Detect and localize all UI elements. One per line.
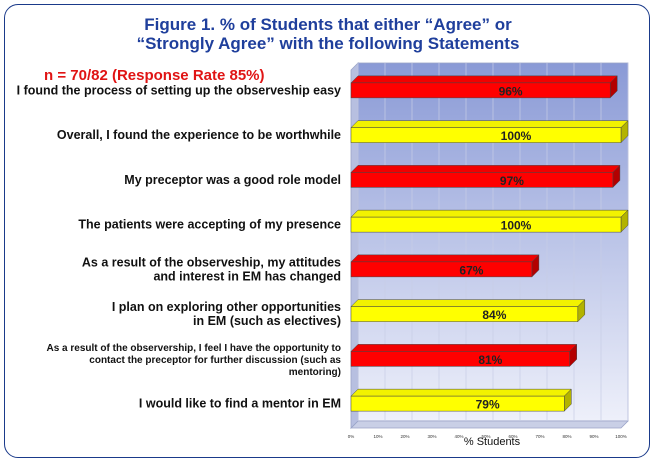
x-tick-label: 60% (508, 434, 517, 439)
bar (350, 351, 570, 367)
bar-chart: 96% I found the process of setting up the… (17, 62, 629, 448)
category-label: contact the preceptor for further discus… (89, 355, 341, 366)
x-tick-label: 30% (427, 434, 436, 439)
x-tick-label: 10% (373, 434, 382, 439)
bar (350, 82, 611, 99)
chart-title-line-1: Figure 1. % of Students that either “Agr… (144, 15, 512, 34)
x-tick-label: 80% (562, 434, 571, 439)
bar-top (350, 299, 586, 307)
bar (350, 216, 622, 233)
category-label: The patients were accepting of my presen… (78, 218, 341, 232)
x-axis-title: % Students (464, 436, 521, 448)
x-tick-label: 100% (615, 434, 627, 439)
response-rate-subtitle: n = 70/82 (Response Rate 85%) (44, 67, 265, 84)
bar-value-label: 81% (478, 353, 502, 367)
category-label: mentoring) (289, 367, 341, 378)
bar (350, 395, 565, 412)
x-tick-label: 20% (400, 434, 409, 439)
bar-value-label: 84% (482, 308, 506, 322)
category-label: I found the process of setting up the ob… (17, 83, 341, 97)
bar-value-label: 79% (476, 398, 500, 412)
category-label: I would like to find a mentor in EM (139, 397, 341, 411)
x-tick-label: 90% (589, 434, 598, 439)
category-label: As a result of the observeship, my attit… (82, 255, 341, 269)
bar-top (350, 388, 572, 397)
x-tick-label: 70% (535, 434, 544, 439)
bar-value-label: 100% (501, 219, 532, 233)
bar (350, 172, 614, 188)
category-label: I plan on exploring other opportunities (112, 300, 341, 314)
bar-top (350, 344, 578, 352)
plot-side-wall (350, 62, 359, 429)
x-tick-label: 0% (348, 434, 355, 439)
x-tick-label: 40% (454, 434, 463, 439)
category-label: As a result of the observership, I feel … (47, 343, 342, 354)
bar-top (350, 75, 618, 84)
plot-floor (350, 420, 629, 429)
category-label: and interest in EM has changed (153, 269, 341, 283)
chart-title-line-2: “Strongly Agree” with the following Stat… (136, 34, 520, 53)
bar-value-label: 97% (500, 174, 524, 188)
category-label: My preceptor was a good role model (124, 173, 341, 187)
bar-value-label: 67% (459, 263, 483, 277)
bar-top (350, 254, 540, 263)
figure-frame: Figure 1. % of Students that either “Agr… (4, 4, 650, 458)
bar-value-label: 100% (501, 129, 532, 143)
category-label: in EM (such as electives) (193, 314, 341, 328)
bar-top (350, 165, 621, 173)
bar-value-label: 96% (499, 84, 523, 98)
chart-title: Figure 1. % of Students that either “Agr… (5, 15, 649, 53)
bar (350, 127, 622, 143)
category-label: Overall, I found the experience to be wo… (57, 128, 341, 142)
bar (350, 306, 579, 322)
bar (350, 261, 533, 278)
x-tick-label: 50% (481, 434, 490, 439)
bar-top (350, 209, 629, 218)
bar-top (350, 120, 629, 128)
